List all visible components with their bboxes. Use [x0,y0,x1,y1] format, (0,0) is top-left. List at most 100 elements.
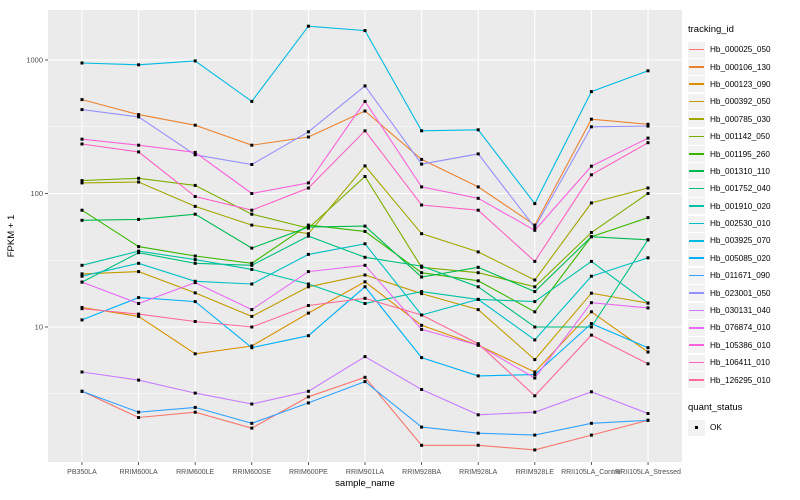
legend-item-Hb_001195_260: Hb_001195_260 [688,145,798,163]
data-point [476,443,480,447]
data-point [363,273,367,277]
data-point [646,122,650,126]
data-point [137,115,141,119]
data-point [193,153,197,157]
quant-status-key-swatch [688,419,705,436]
legend-item-Hb_023001_050: Hb_023001_050 [688,284,798,302]
data-point [137,143,141,147]
data-point [80,272,84,276]
data-point [250,267,254,271]
data-point [363,129,367,133]
data-point [533,310,537,314]
data-point [306,401,310,405]
data-point [420,327,424,331]
x-tick-label: RRIM928BA [402,469,441,476]
data-point [80,218,84,222]
data-point [646,141,650,145]
data-point [420,264,424,268]
data-point [80,179,84,183]
legend-key-swatch [688,93,705,110]
data-point [193,183,197,187]
legend-item-Hb_001310_110: Hb_001310_110 [688,163,798,180]
x-tick-label: RRIM901LA [346,469,384,476]
x-tick-label: PB350LA [67,469,97,476]
legend-item-label: Hb_000392_050 [710,97,771,107]
data-point [306,130,310,134]
data-point [476,342,480,346]
data-point [80,208,84,212]
data-point [420,323,424,327]
data-point [250,212,254,216]
legend-item-label: Hb_003925_070 [710,236,771,246]
legend-item-Hb_000106_130: Hb_000106_130 [688,58,798,76]
data-point [646,192,650,195]
data-point [420,313,424,317]
data-point [476,265,480,269]
data-point [363,164,367,168]
data-point [476,208,480,212]
data-point [589,164,593,168]
legend-item-Hb_001910_020: Hb_001910_020 [688,198,798,215]
data-point [306,223,310,227]
data-point [193,291,197,295]
legend-item-Hb_000785_030: Hb_000785_030 [688,111,798,128]
legend-item-Hb_126295_010: Hb_126295_010 [688,371,798,389]
data-point [363,242,367,246]
legend-item-Hb_105386_010: Hb_105386_010 [688,337,798,354]
data-point [533,373,537,377]
tracking-id-legend-items: Hb_000025_050 Hb_000106_130 Hb_000123_090 H… [688,41,798,389]
data-point [80,307,84,311]
data-point [137,314,141,318]
data-point [420,162,424,166]
data-point [80,181,84,185]
data-point [193,281,197,285]
data-point [80,108,84,112]
data-point [137,217,141,221]
data-point [80,370,84,374]
data-point [533,226,537,229]
legend-item-label: Hb_002530_010 [710,219,771,229]
data-point [250,99,254,103]
data-point [306,135,310,139]
data-point [533,394,537,398]
data-point [533,370,537,374]
data-point [476,308,480,312]
data-point [137,312,141,316]
legend-key-swatch [688,163,705,180]
data-point [193,123,197,127]
y-tick-label: 1000 [26,56,43,65]
data-point [306,186,310,190]
data-point [137,180,141,184]
data-point [363,224,367,228]
data-point [250,263,254,267]
data-point [363,302,367,305]
data-point [193,391,197,395]
data-point [646,362,650,366]
data-point [533,358,537,362]
quant-status-legend-title: quant_status [688,401,743,413]
legend-item-Hb_001752_040: Hb_001752_040 [688,180,798,197]
data-point [306,311,310,315]
x-tick-label: RRIM600PE [289,469,328,476]
data-point [533,410,537,414]
data-point [306,395,310,399]
data-point [80,280,84,284]
data-point [250,314,254,318]
data-point [646,136,650,140]
data-point [589,201,593,205]
data-point [80,263,84,267]
data-point [589,433,593,437]
data-point [137,176,141,180]
data-point [250,192,254,195]
data-point [646,69,650,73]
data-point [250,261,254,265]
data-point [193,320,197,323]
data-point [193,254,197,258]
x-tick-label: RRIM600LA [120,469,158,476]
legend-key-swatch [688,372,705,389]
data-point [193,352,197,356]
data-point [420,157,424,161]
legend-item-label: Hb_000123_090 [710,79,771,89]
legend-key-swatch [688,285,705,302]
data-point [363,380,367,384]
